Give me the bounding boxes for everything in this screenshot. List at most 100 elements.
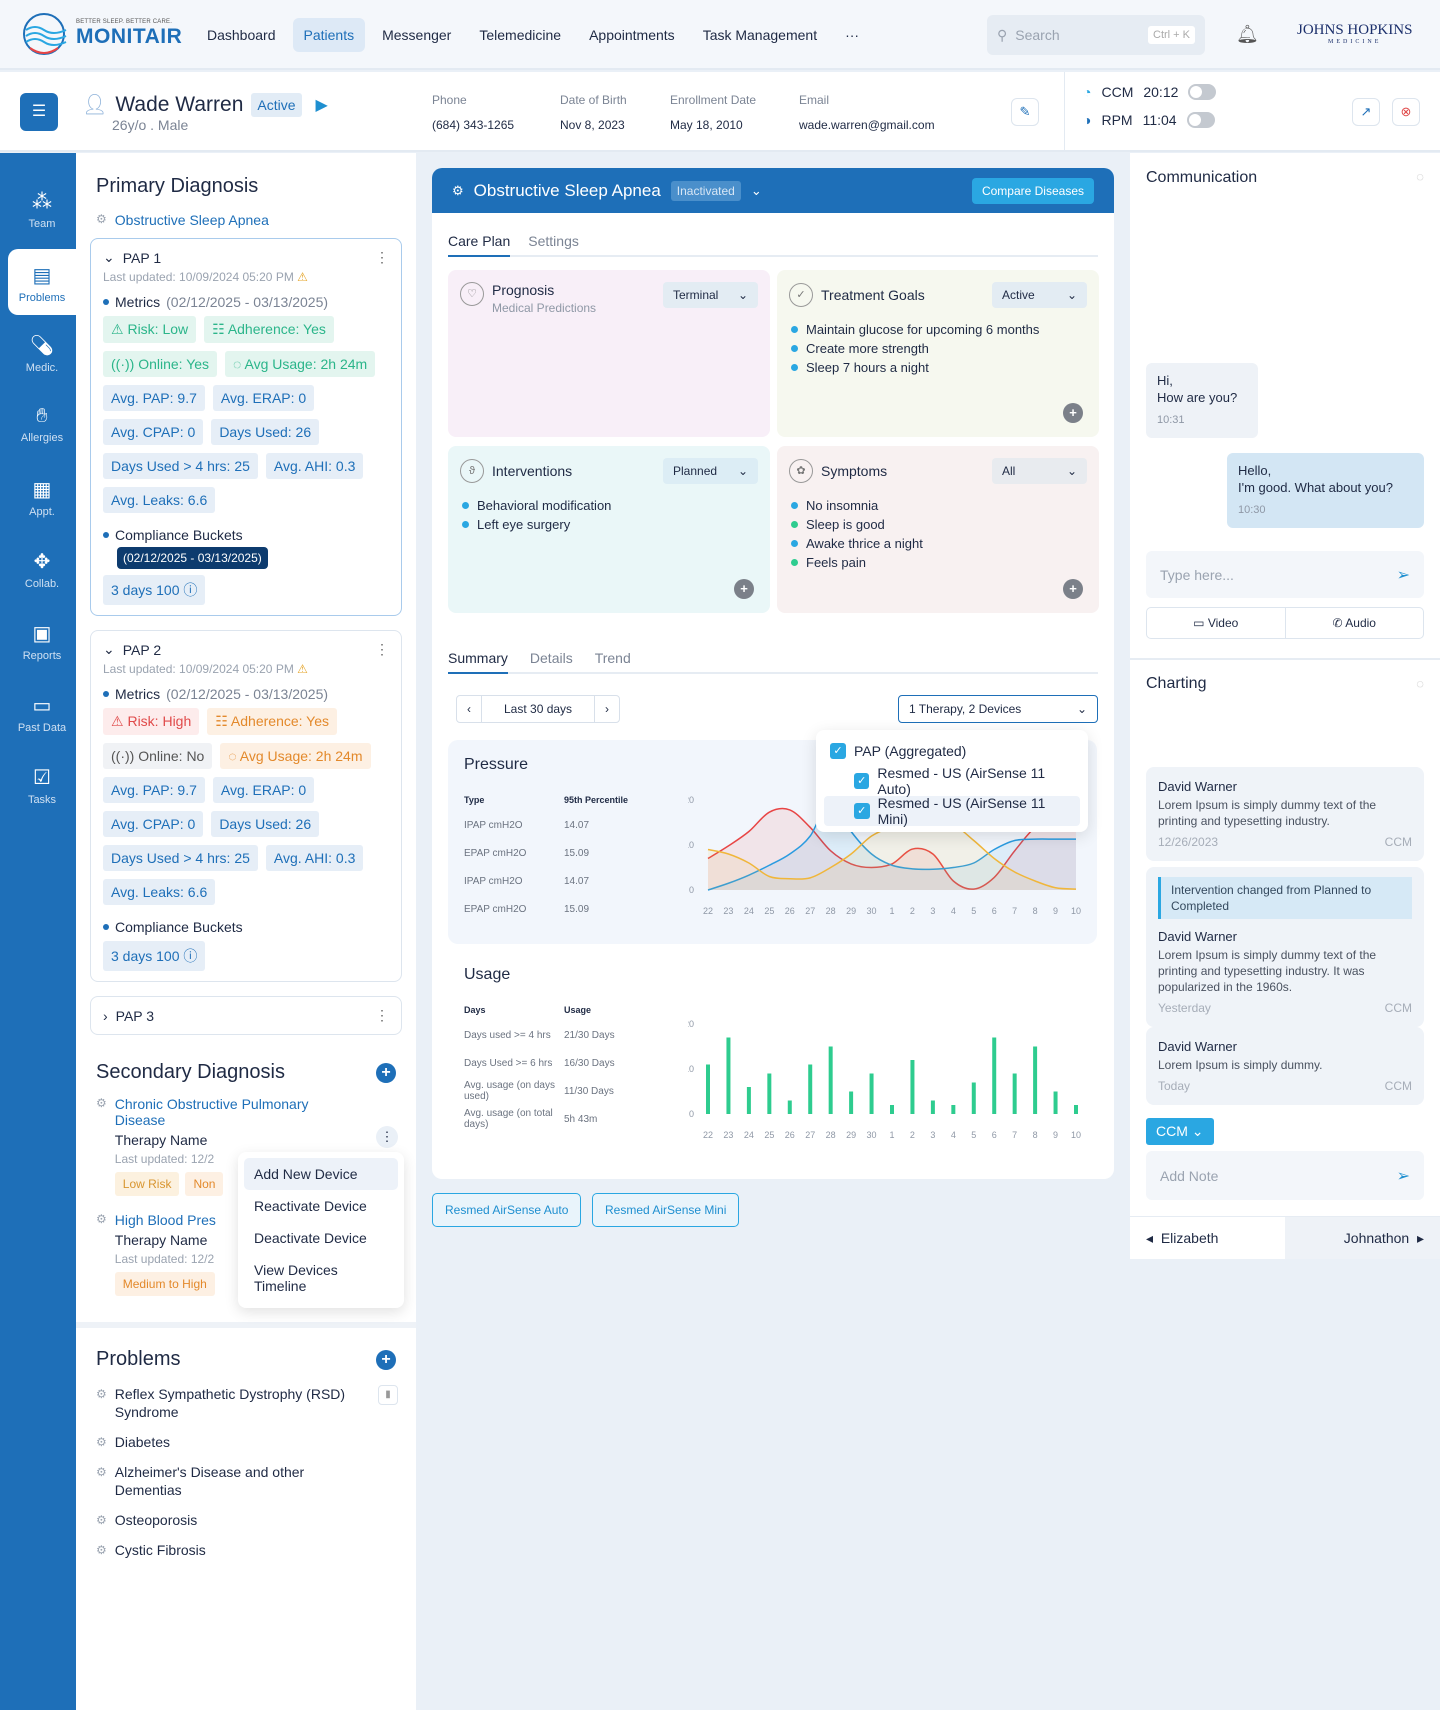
bell-icon[interactable]: 🔔︎ xyxy=(1236,24,1259,44)
nav-more-button[interactable]: ··· xyxy=(845,27,860,43)
menu-deactivate-device[interactable]: Deactivate Device xyxy=(254,1230,367,1246)
sidebar-item-team[interactable]: ⁂ Team xyxy=(8,175,76,241)
sidebar-item-appt[interactable]: ▦ Appt. xyxy=(8,463,76,529)
close-icon[interactable]: ⊗ xyxy=(1392,98,1420,126)
audio-button[interactable]: ✆ Audio xyxy=(1332,616,1376,630)
add-symptom-button[interactable]: + xyxy=(1063,579,1083,599)
search-icon: ⚲ xyxy=(997,26,1008,43)
tab-details[interactable]: Details xyxy=(529,650,573,666)
menu-add-device[interactable]: Add New Device xyxy=(244,1158,398,1190)
x-tick-label: 27 xyxy=(805,1130,815,1140)
email-field: Email wade.warren@gmail.com xyxy=(799,93,935,132)
program-select[interactable]: CCM ⌄ xyxy=(1146,1118,1214,1145)
add-note-input[interactable]: Add Note ➢ xyxy=(1146,1151,1424,1200)
more-vertical-icon[interactable]: ⋮ xyxy=(375,1007,389,1023)
prognosis-select[interactable]: Terminal ⌄ xyxy=(663,282,758,308)
message-input[interactable]: Type here... ➢ xyxy=(1146,551,1424,598)
more-vertical-icon[interactable]: ⋮ xyxy=(376,1126,398,1148)
goals-select[interactable]: Active ⌄ xyxy=(992,282,1087,308)
sidebar-item-past-data[interactable]: ▭ Past Data xyxy=(8,679,76,745)
add-intervention-button[interactable]: + xyxy=(734,579,754,599)
sidebar-item-reports[interactable]: ▣ Reports xyxy=(8,607,76,673)
problem-item[interactable]: ⚙ Reflex Sympathetic Dystrophy (RSD) Synd… xyxy=(96,1385,402,1421)
edit-pencil-icon[interactable]: ✎ xyxy=(1011,98,1039,126)
symptoms-select[interactable]: All ⌄ xyxy=(992,458,1087,484)
problem-item[interactable]: ⚙ Diabetes xyxy=(96,1433,402,1451)
more-vertical-icon[interactable]: ⋮ xyxy=(375,641,389,657)
diagnosis-link[interactable]: Chronic Obstructive Pulmonary Disease xyxy=(114,1096,309,1128)
tab-summary[interactable]: Summary xyxy=(448,642,508,674)
device-tab-auto[interactable]: Resmed AirSense Auto xyxy=(432,1193,582,1227)
menu-reactivate-device[interactable]: Reactivate Device xyxy=(254,1198,367,1214)
search-input[interactable]: ⚲ Search Ctrl + K xyxy=(987,15,1205,55)
device-option[interactable]: ✓ PAP (Aggregated) xyxy=(824,736,1080,766)
checkbox-checked-icon[interactable]: ✓ xyxy=(854,803,870,819)
chart-icon[interactable]: ▮ xyxy=(378,1385,398,1405)
info-icon[interactable]: ◌ xyxy=(1416,169,1424,184)
ccm-toggle[interactable] xyxy=(1188,84,1217,100)
option-label: Resmed - US (AirSense 11 Auto) xyxy=(877,765,1046,797)
problem-item[interactable]: ⚙ Cystic Fibrosis xyxy=(96,1541,402,1559)
next-patient-button[interactable]: Johnathon ▸ xyxy=(1285,1217,1440,1259)
interventions-select[interactable]: Planned ⌄ xyxy=(663,458,758,484)
next-arrow-icon[interactable]: › xyxy=(605,702,610,716)
nav-dashboard[interactable]: Dashboard xyxy=(207,27,276,43)
sidebar-item-tasks[interactable]: ☑ Tasks xyxy=(8,751,76,817)
compare-diseases-button[interactable]: Compare Diseases xyxy=(971,177,1094,204)
logo[interactable]: BETTER SLEEP. BETTER CARE. MONITAIR xyxy=(20,12,182,56)
video-button[interactable]: ▭ Video xyxy=(1147,608,1286,638)
device-select[interactable]: 1 Therapy, 2 Devices ⌄ xyxy=(898,695,1098,723)
sidebar-item-medic[interactable]: 💊︎ Medic. xyxy=(8,319,76,385)
note-author: David Warner xyxy=(1158,929,1237,944)
external-link-icon[interactable]: ↗ xyxy=(1352,98,1380,126)
rpm-toggle[interactable] xyxy=(1186,112,1215,128)
problem-item[interactable]: ⚙ Osteoporosis xyxy=(96,1511,402,1529)
tab-settings[interactable]: Settings xyxy=(528,233,579,249)
send-icon[interactable]: ➢ xyxy=(1396,1167,1410,1185)
sidebar-item-allergies[interactable]: ✋︎ Allergies xyxy=(8,391,76,457)
message-time: 10:30 xyxy=(1238,504,1266,516)
send-icon[interactable]: ➢ xyxy=(1396,566,1410,584)
tab-trend[interactable]: Trend xyxy=(594,650,631,666)
primary-diagnosis-link[interactable]: Obstructive Sleep Apnea xyxy=(114,212,269,228)
chevron-down-icon[interactable]: ⌄ xyxy=(750,182,762,198)
problem-item[interactable]: ⚙ Alzheimer's Disease and other Dementias xyxy=(96,1463,402,1499)
device-option[interactable]: ✓ Resmed - US (AirSense 11 Auto) xyxy=(824,765,1080,797)
chevron-down-icon[interactable]: ⌄ xyxy=(103,641,115,657)
chip-text: 3 days 100 xyxy=(111,948,180,964)
chevron-down-icon[interactable]: ⌄ xyxy=(103,249,115,265)
info-icon[interactable]: ◌ xyxy=(1416,676,1424,691)
nav-appointments[interactable]: Appointments xyxy=(589,27,675,43)
bucket-chip[interactable]: 3 days 100 ⓘ xyxy=(103,941,206,971)
usage-bar xyxy=(1053,1091,1058,1114)
sidebar-item-problems[interactable]: ▤ Problems xyxy=(8,249,76,315)
menu-view-timeline[interactable]: View Devices Timeline xyxy=(254,1262,338,1294)
diagnosis-link[interactable]: High Blood Pres xyxy=(114,1212,216,1228)
video-call-icon[interactable]: ▶︎ xyxy=(315,96,328,114)
sidebar-label: Tasks xyxy=(27,794,57,806)
patient-list-icon[interactable]: ☰ xyxy=(20,93,58,131)
device-tab-mini[interactable]: Resmed AirSense Mini xyxy=(592,1193,740,1227)
pap3-card[interactable]: › PAP 3 ⋮ xyxy=(90,996,402,1035)
add-secondary-button[interactable]: + xyxy=(376,1062,396,1083)
sidebar-item-collab[interactable]: ✥ Collab. xyxy=(8,535,76,601)
add-problem-button[interactable]: + xyxy=(376,1349,396,1370)
chevron-right-icon[interactable]: › xyxy=(103,1007,108,1024)
add-goal-button[interactable]: + xyxy=(1063,403,1083,423)
checkbox-checked-icon[interactable]: ✓ xyxy=(830,743,846,759)
prev-patient-button[interactable]: ◂ Elizabeth xyxy=(1146,1230,1219,1246)
checkbox-checked-icon[interactable]: ✓ xyxy=(854,773,870,789)
nav-task-management[interactable]: Task Management xyxy=(702,27,818,43)
note-text: Lorem Ipsum is simply dummy text of the … xyxy=(1158,948,1377,994)
nav-telemedicine[interactable]: Telemedicine xyxy=(479,27,562,43)
avg-usage-chip: ◌ Avg Usage: 2h 24m xyxy=(220,743,371,769)
primary-diagnosis-item[interactable]: ⚙ Obstructive Sleep Apnea xyxy=(96,212,402,228)
bucket-chip[interactable]: 3 days 100 ⓘ xyxy=(103,575,206,605)
prev-arrow-icon[interactable]: ‹ xyxy=(467,702,471,716)
more-vertical-icon[interactable]: ⋮ xyxy=(375,249,389,265)
nav-patients[interactable]: Patients xyxy=(292,18,366,52)
nav-messenger[interactable]: Messenger xyxy=(382,27,452,43)
device-option[interactable]: ✓ Resmed - US (AirSense 11 Mini) xyxy=(824,795,1080,827)
heart-icon: ♡ xyxy=(460,282,484,306)
tab-care-plan[interactable]: Care Plan xyxy=(448,225,511,257)
